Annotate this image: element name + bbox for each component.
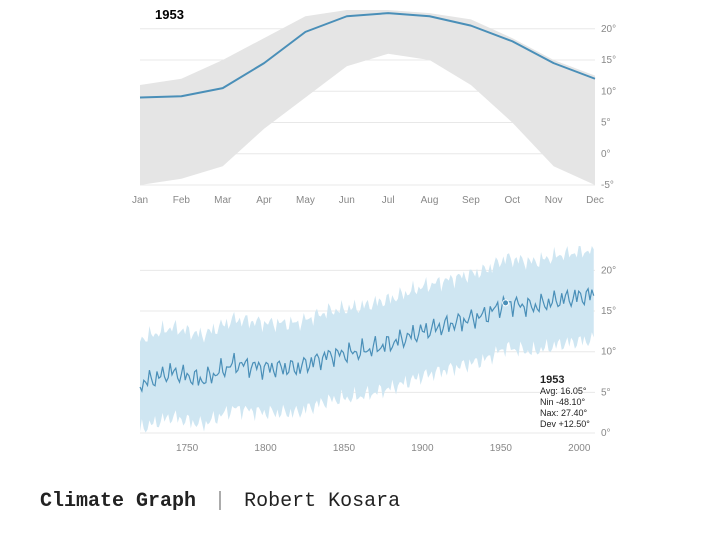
svg-text:20°: 20° [601,265,616,276]
svg-text:Nov: Nov [545,195,563,206]
svg-text:Jul: Jul [382,195,395,206]
caption-author: Robert Kosara [244,490,400,513]
caption-separator: | [214,490,226,513]
stats-avg: Avg: 16.05° [540,386,590,397]
svg-text:15°: 15° [601,55,616,66]
svg-text:0°: 0° [601,428,611,439]
svg-text:Oct: Oct [504,195,520,206]
svg-text:1850: 1850 [333,443,356,454]
stats-year: 1953 [540,375,590,386]
svg-text:Mar: Mar [214,195,232,206]
stats-dev: Dev +12.50° [540,419,590,430]
stats-nin: Nin -48.10° [540,397,590,408]
svg-text:Sep: Sep [462,195,480,206]
svg-text:0°: 0° [601,149,611,160]
svg-text:20°: 20° [601,24,616,35]
svg-text:Apr: Apr [256,195,272,206]
svg-text:2000: 2000 [568,443,591,454]
svg-text:1900: 1900 [411,443,434,454]
svg-text:Jun: Jun [339,195,355,206]
svg-text:Jan: Jan [132,195,148,206]
svg-text:5°: 5° [601,387,611,398]
stats-nxx: Nax: 27.40° [540,408,590,419]
stats-box: 1953 Avg: 16.05° Nin -48.10° Nax: 27.40°… [540,375,590,430]
caption: Climate Graph | Robert Kosara [40,490,400,513]
svg-text:5°: 5° [601,118,611,129]
svg-text:1800: 1800 [254,443,277,454]
monthly-temp-chart: -5° 0° 5° 10° 15° 20° Jan Feb Mar Apr May Jun Jul Au… [130,0,630,210]
svg-text:Aug: Aug [421,195,439,206]
caption-title: Climate Graph [40,490,196,513]
svg-text:10°: 10° [601,347,616,358]
svg-text:1750: 1750 [176,443,199,454]
svg-text:1950: 1950 [490,443,513,454]
svg-text:10°: 10° [601,86,616,97]
svg-text:May: May [296,195,315,206]
svg-text:Dec: Dec [586,195,604,206]
svg-text:-5°: -5° [601,180,614,191]
svg-text:Feb: Feb [173,195,191,206]
svg-text:15°: 15° [601,306,616,317]
